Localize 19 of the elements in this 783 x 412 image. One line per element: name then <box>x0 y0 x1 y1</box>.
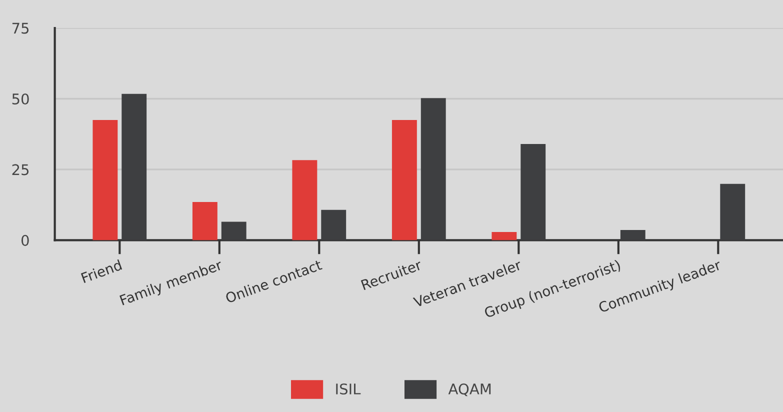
legend-label: ISIL <box>336 383 361 394</box>
legend-label: AQAM <box>448 383 491 396</box>
bar <box>221 222 246 240</box>
bar <box>392 120 417 240</box>
bar <box>292 160 318 240</box>
y-tick-label: 0 <box>21 234 29 246</box>
bar <box>321 210 346 240</box>
bar <box>92 120 118 240</box>
y-tick-label: 25 <box>12 164 29 176</box>
bar <box>492 232 517 240</box>
x-tick-label: Friend <box>80 259 122 284</box>
bar <box>720 184 746 240</box>
bar <box>420 98 446 240</box>
y-tick-label: 75 <box>12 22 29 34</box>
y-tick-label: 50 <box>12 93 29 104</box>
bar <box>192 202 218 240</box>
bar <box>620 230 646 240</box>
bar <box>122 94 147 240</box>
bar <box>520 144 546 240</box>
